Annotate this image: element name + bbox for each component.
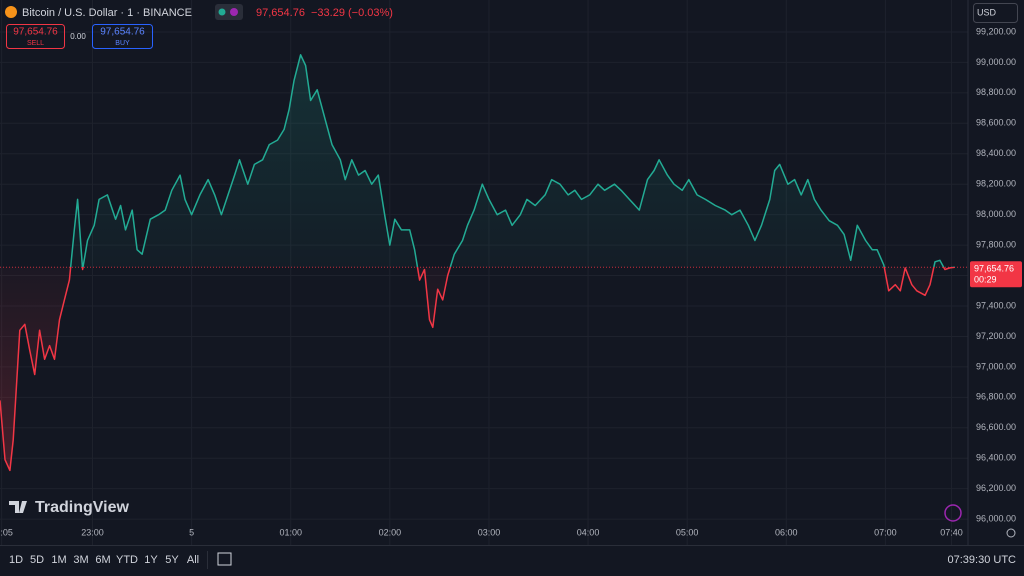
x-tick-label: 04:00 bbox=[577, 527, 600, 537]
clock: 07:39:30 UTC bbox=[948, 554, 1017, 566]
range-button[interactable]: 5D bbox=[30, 554, 44, 566]
y-tick-label: 96,200.00 bbox=[976, 483, 1016, 493]
range-button[interactable]: 1M bbox=[51, 554, 66, 566]
y-tick-label: 96,400.00 bbox=[976, 453, 1016, 463]
bitcoin-icon bbox=[5, 6, 17, 18]
buy-label: BUY bbox=[115, 40, 130, 47]
calendar-icon[interactable] bbox=[217, 552, 232, 566]
y-tick-label: 97,000.00 bbox=[976, 361, 1016, 371]
price-tag-price: 97,654.76 bbox=[974, 264, 1014, 274]
currency: USD bbox=[977, 7, 997, 17]
y-tick-label: 96,000.00 bbox=[976, 513, 1016, 523]
y-tick-label: 98,600.00 bbox=[976, 118, 1016, 128]
x-tick-label: 22:05 bbox=[0, 527, 13, 537]
indicator-badge[interactable] bbox=[215, 4, 243, 20]
x-tick-label: 23:00 bbox=[81, 527, 104, 537]
symbol-title: Bitcoin / U.S. Dollar · 1 · BINANCE bbox=[22, 7, 192, 19]
y-tick-label: 99,200.00 bbox=[976, 26, 1016, 36]
sell-price: 97,654.76 bbox=[13, 27, 58, 38]
x-tick-label: 05:00 bbox=[676, 527, 699, 537]
y-tick-label: 98,000.00 bbox=[976, 209, 1016, 219]
axes: 96,000.00 96,200.00 96,400.00 96,600.00 96,8… bbox=[0, 26, 1022, 537]
x-tick-label: 07:00 bbox=[874, 527, 897, 537]
range-button[interactable]: 5Y bbox=[165, 554, 179, 566]
spread: 0.00 bbox=[70, 32, 86, 41]
range-button[interactable]: YTD bbox=[116, 554, 138, 566]
range-button[interactable]: 1Y bbox=[144, 554, 158, 566]
y-tick-label: 97,200.00 bbox=[976, 331, 1016, 341]
baseline-area bbox=[0, 54, 955, 471]
y-tick-label: 96,600.00 bbox=[976, 422, 1016, 432]
sell-button[interactable] bbox=[6, 24, 65, 49]
replay-button[interactable] bbox=[944, 504, 962, 522]
range-button[interactable]: All bbox=[187, 554, 199, 566]
price-tag-countdown: 00:29 bbox=[974, 275, 997, 285]
range-buttons: 1D 5D 1M 3M 6M YTD 1Y 5Y All bbox=[9, 554, 199, 566]
price-change: −33.29 (−0.03%) bbox=[311, 7, 393, 19]
x-tick-label: 07:40 bbox=[940, 527, 963, 537]
y-tick-label: 98,800.00 bbox=[976, 87, 1016, 97]
currency-button[interactable] bbox=[973, 3, 1018, 23]
series bbox=[0, 54, 968, 472]
logo: TradingView bbox=[35, 499, 130, 516]
sell-label: SELL bbox=[27, 40, 44, 47]
last-price: 97,654.76 bbox=[256, 7, 305, 19]
buy-button[interactable] bbox=[92, 24, 153, 49]
range-button[interactable]: 6M bbox=[95, 554, 110, 566]
replay-icon bbox=[230, 8, 238, 16]
y-tick-label: 97,400.00 bbox=[976, 300, 1016, 310]
toolbar bbox=[0, 545, 1024, 576]
x-tick-label: 01:00 bbox=[279, 527, 302, 537]
price-line bbox=[0, 54, 955, 472]
price-tag bbox=[970, 261, 1022, 288]
logo-mark bbox=[9, 501, 27, 513]
y-tick-label: 98,200.00 bbox=[976, 179, 1016, 189]
range-button[interactable]: 1D bbox=[9, 554, 23, 566]
y-tick-label: 96,800.00 bbox=[976, 392, 1016, 402]
y-tick-label: 99,000.00 bbox=[976, 57, 1016, 67]
buy-price: 97,654.76 bbox=[100, 27, 145, 38]
x-tick-label: 03:00 bbox=[478, 527, 501, 537]
y-tick-label: 98,400.00 bbox=[976, 148, 1016, 158]
range-button[interactable]: 3M bbox=[73, 554, 88, 566]
x-tick-label: 5 bbox=[189, 527, 194, 537]
x-tick-label: 02:00 bbox=[379, 527, 402, 537]
settings-icon[interactable] bbox=[1006, 528, 1016, 538]
y-tick-label: 97,800.00 bbox=[976, 239, 1016, 249]
x-tick-label: 06:00 bbox=[775, 527, 798, 537]
status-dot bbox=[218, 8, 226, 16]
